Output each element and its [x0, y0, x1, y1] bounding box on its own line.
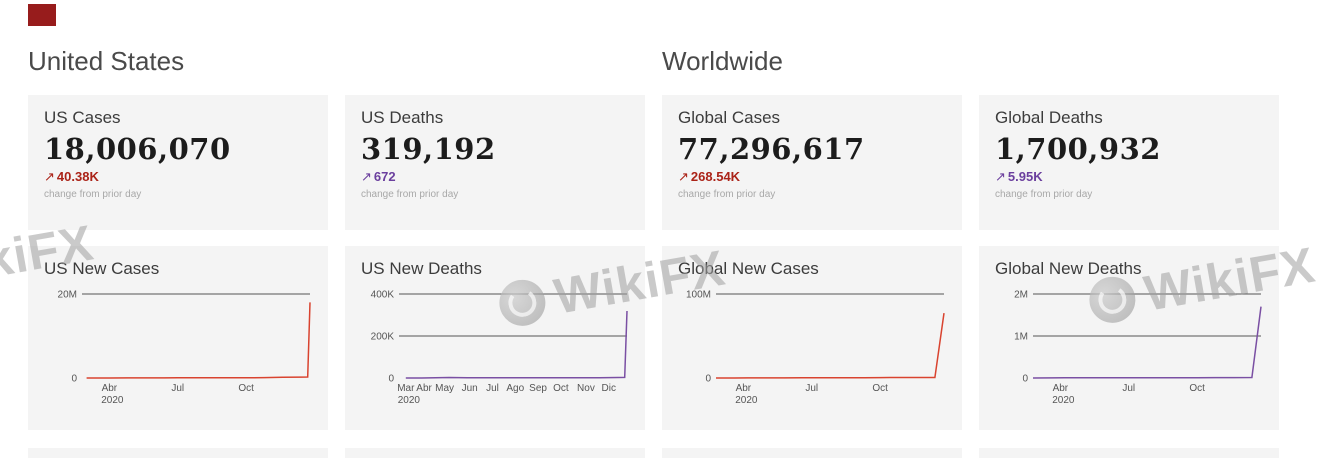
svg-text:Oct: Oct — [1189, 383, 1205, 394]
stat-label: US Cases — [44, 108, 121, 127]
svg-text:Oct: Oct — [872, 383, 888, 394]
stat-change-value: 40.38K — [56, 169, 99, 184]
svg-text:2M: 2M — [1014, 290, 1028, 301]
svg-text:Jul: Jul — [486, 383, 499, 394]
stat-change: ↗ 5.95K — [995, 169, 1263, 185]
header-fragment — [28, 4, 56, 26]
svg-text:Jul: Jul — [1122, 383, 1135, 394]
svg-text:2020: 2020 — [101, 395, 124, 406]
stat-value: 77,296,617 — [678, 132, 865, 166]
stat-change-value: 5.95K — [1007, 169, 1043, 184]
svg-text:Oct: Oct — [553, 383, 569, 394]
chart-title: US New Cases — [44, 259, 160, 278]
chart-title: Global New Deaths — [995, 259, 1142, 278]
section-title-united-states: United States — [28, 46, 185, 76]
stat-caption: change from prior day — [44, 189, 142, 200]
svg-text:2020: 2020 — [1052, 395, 1075, 406]
svg-text:0: 0 — [388, 374, 394, 385]
chart-card-us-new-deaths: US New Deaths 400K 200K 0 Mar 2020 Abr May Jun J… — [345, 246, 645, 430]
up-arrow-icon: ↗ — [361, 169, 372, 184]
stat-cards-row: US Cases 18,006,070 ↗ 40.38K change from … — [28, 95, 1279, 230]
stat-caption: change from prior day — [678, 189, 776, 200]
chart-cards-row: US New Cases 20M 0 Abr 2020 Jul Oct US New De… — [28, 246, 1279, 430]
stat-change: ↗ 40.38K — [44, 169, 312, 185]
svg-text:0: 0 — [71, 374, 77, 385]
svg-text:200K: 200K — [371, 332, 395, 343]
stat-label: Global Deaths — [995, 108, 1103, 127]
svg-text:20M: 20M — [58, 290, 77, 301]
svg-text:Jun: Jun — [462, 383, 478, 394]
stat-value: 18,006,070 — [44, 132, 231, 166]
up-arrow-icon: ↗ — [995, 169, 1006, 184]
up-arrow-icon: ↗ — [678, 169, 689, 184]
chart-card-us-new-cases: US New Cases 20M 0 Abr 2020 Jul Oct — [28, 246, 328, 430]
stat-card-us-cases: US Cases 18,006,070 ↗ 40.38K change from … — [28, 95, 328, 230]
stat-change: ↗ 268.54K — [678, 169, 946, 185]
svg-text:Mar: Mar — [397, 383, 415, 394]
stat-card-us-deaths: US Deaths 319,192 ↗ 672 change from prior… — [345, 95, 645, 230]
svg-text:Jul: Jul — [805, 383, 818, 394]
stat-value: 1,700,932 — [995, 132, 1161, 166]
chart-title: US New Deaths — [361, 259, 482, 278]
stat-label: US Deaths — [361, 108, 444, 127]
partial-card — [28, 448, 328, 458]
chart-card-global-new-cases: Global New Cases 100M 0 Abr 2020 Jul Oct — [662, 246, 962, 430]
svg-text:Oct: Oct — [238, 383, 254, 394]
chart-title: Global New Cases — [678, 259, 819, 278]
svg-text:Abr: Abr — [736, 383, 752, 394]
svg-text:400K: 400K — [371, 290, 395, 301]
stat-value: 319,192 — [361, 132, 496, 166]
svg-text:Jul: Jul — [171, 383, 184, 394]
svg-text:Ago: Ago — [506, 383, 524, 394]
svg-text:2020: 2020 — [735, 395, 758, 406]
stat-card-global-cases: Global Cases 77,296,617 ↗ 268.54K change … — [662, 95, 962, 230]
next-row-partial — [28, 448, 1279, 458]
stat-caption: change from prior day — [995, 189, 1093, 200]
section-titles: United States Worldwide — [28, 46, 1279, 76]
partial-card — [345, 448, 645, 458]
chart-card-global-new-deaths: Global New Deaths 2M 1M 0 Abr 2020 Jul Oct — [979, 246, 1279, 430]
partial-card — [979, 448, 1279, 458]
stat-change-value: 672 — [373, 169, 396, 184]
up-arrow-icon: ↗ — [44, 169, 55, 184]
svg-text:Abr: Abr — [416, 383, 432, 394]
svg-text:0: 0 — [1022, 374, 1028, 385]
stat-card-global-deaths: Global Deaths 1,700,932 ↗ 5.95K change fr… — [979, 95, 1279, 230]
svg-text:Dic: Dic — [602, 383, 616, 394]
svg-text:100M: 100M — [686, 290, 711, 301]
svg-text:Nov: Nov — [577, 383, 595, 394]
stat-label: Global Cases — [678, 108, 781, 127]
svg-text:1M: 1M — [1014, 332, 1028, 343]
stat-caption: change from prior day — [361, 189, 459, 200]
stat-change: ↗ 672 — [361, 169, 629, 185]
section-title-worldwide: Worldwide — [662, 46, 783, 76]
svg-text:2020: 2020 — [398, 395, 421, 406]
svg-text:Abr: Abr — [1053, 383, 1069, 394]
partial-card — [662, 448, 962, 458]
svg-text:0: 0 — [705, 374, 711, 385]
dashboard-container: United States Worldwide US Cases 18,006,… — [28, 0, 1279, 458]
stat-change-value: 268.54K — [690, 169, 741, 184]
svg-text:Abr: Abr — [102, 383, 118, 394]
svg-text:May: May — [435, 383, 454, 394]
svg-text:Sep: Sep — [529, 383, 547, 394]
